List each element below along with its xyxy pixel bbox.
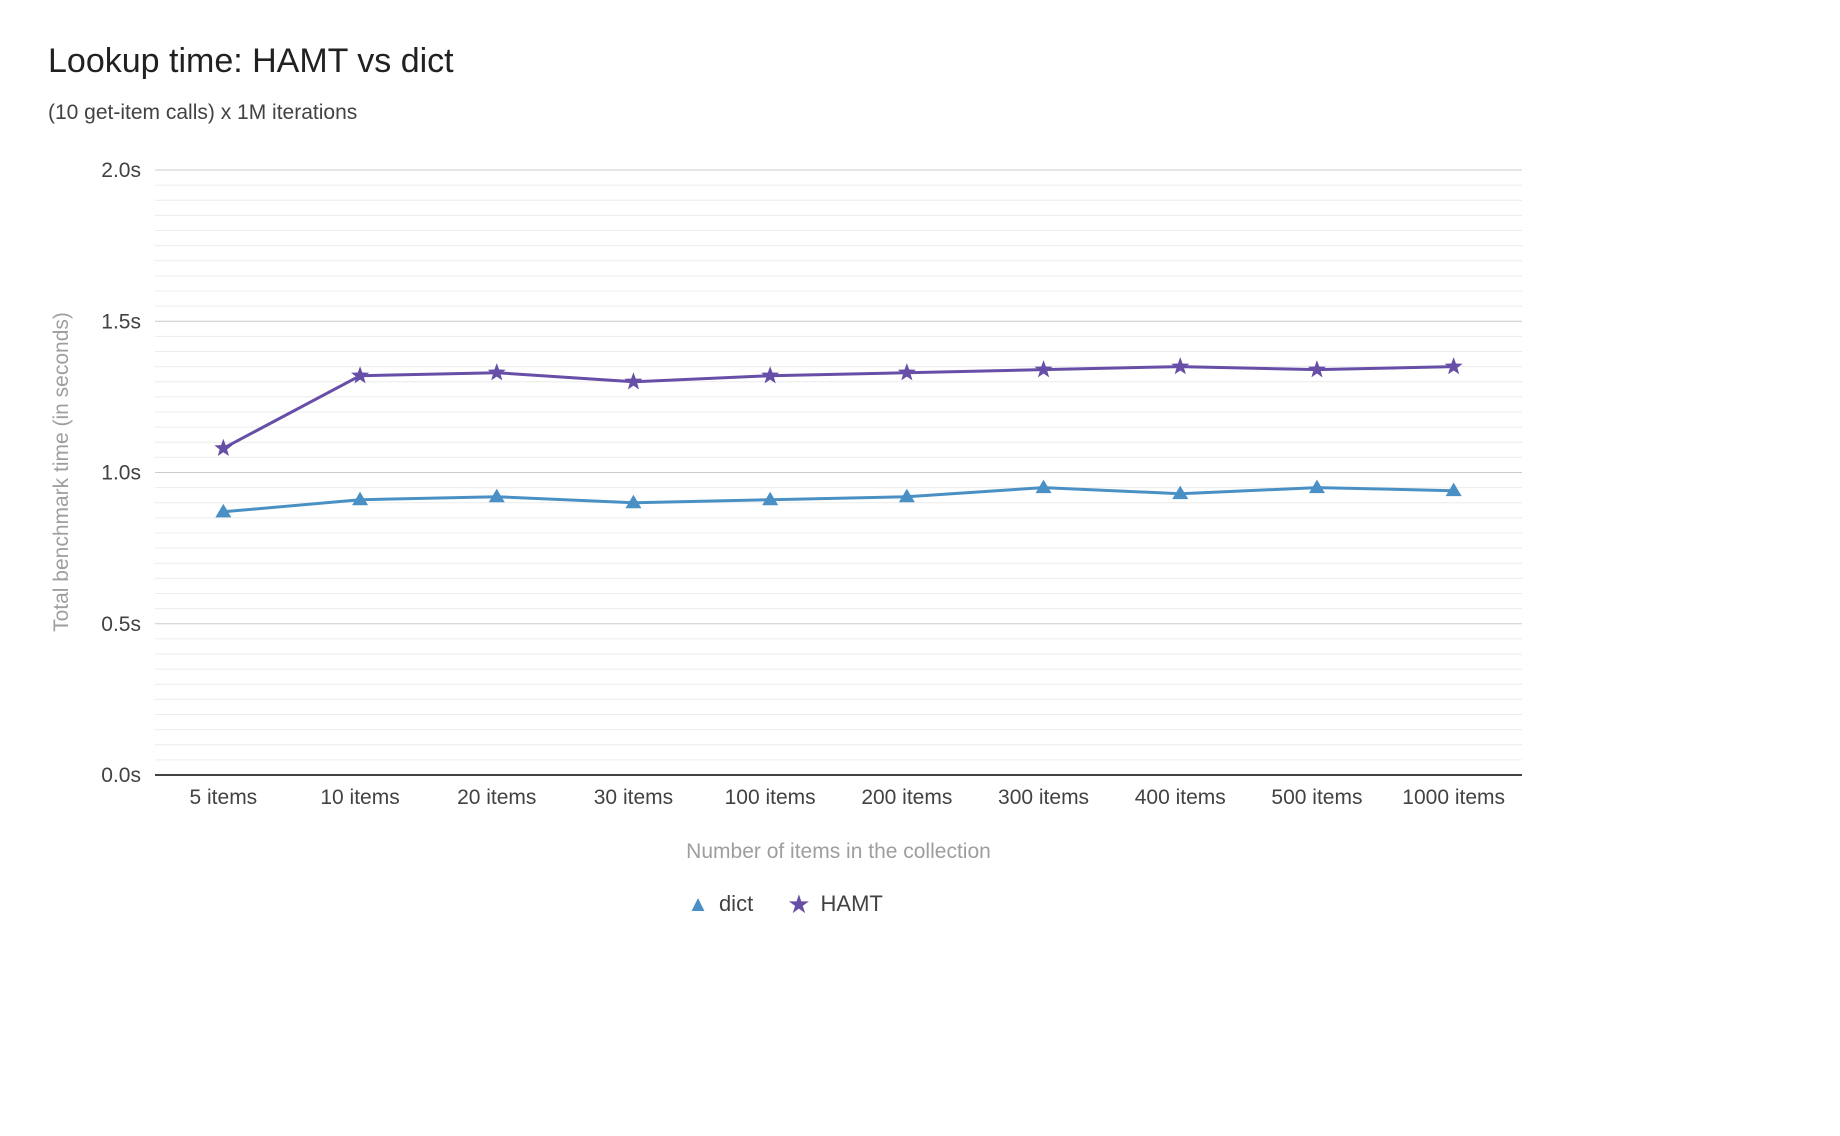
- star-icon: ★: [787, 889, 811, 919]
- svg-text:2.0s: 2.0s: [101, 159, 141, 182]
- triangle-icon: ▲: [687, 891, 709, 916]
- svg-text:400 items: 400 items: [1135, 786, 1226, 809]
- svg-text:200 items: 200 items: [861, 786, 952, 809]
- svg-text:1.0s: 1.0s: [101, 462, 141, 485]
- legend-item-hamt[interactable]: ★ HAMT: [787, 891, 883, 917]
- svg-text:10 items: 10 items: [320, 786, 399, 809]
- svg-text:30 items: 30 items: [594, 786, 673, 809]
- legend-item-dict[interactable]: ▲ dict: [687, 891, 753, 917]
- svg-text:300 items: 300 items: [998, 786, 1089, 809]
- chart-title: Lookup time: HAMT vs dict: [48, 42, 454, 80]
- chart-subtitle: (10 get-item calls) x 1M iterations: [48, 101, 358, 124]
- svg-text:0.5s: 0.5s: [101, 613, 141, 636]
- legend-label-hamt: HAMT: [820, 891, 883, 916]
- svg-text:20 items: 20 items: [457, 786, 536, 809]
- legend-label-dict: dict: [718, 891, 754, 916]
- chart-legend: ▲ dict ★ HAMT: [687, 891, 883, 917]
- svg-text:100 items: 100 items: [725, 786, 816, 809]
- svg-text:5 items: 5 items: [190, 786, 258, 809]
- x-axis-title: Number of items in the collection: [686, 840, 991, 863]
- svg-text:500 items: 500 items: [1271, 786, 1362, 809]
- svg-text:0.0s: 0.0s: [101, 764, 141, 787]
- svg-text:1000 items: 1000 items: [1402, 786, 1505, 809]
- y-axis-title: Total benchmark time (in seconds): [50, 312, 73, 632]
- svg-text:1.5s: 1.5s: [101, 310, 141, 333]
